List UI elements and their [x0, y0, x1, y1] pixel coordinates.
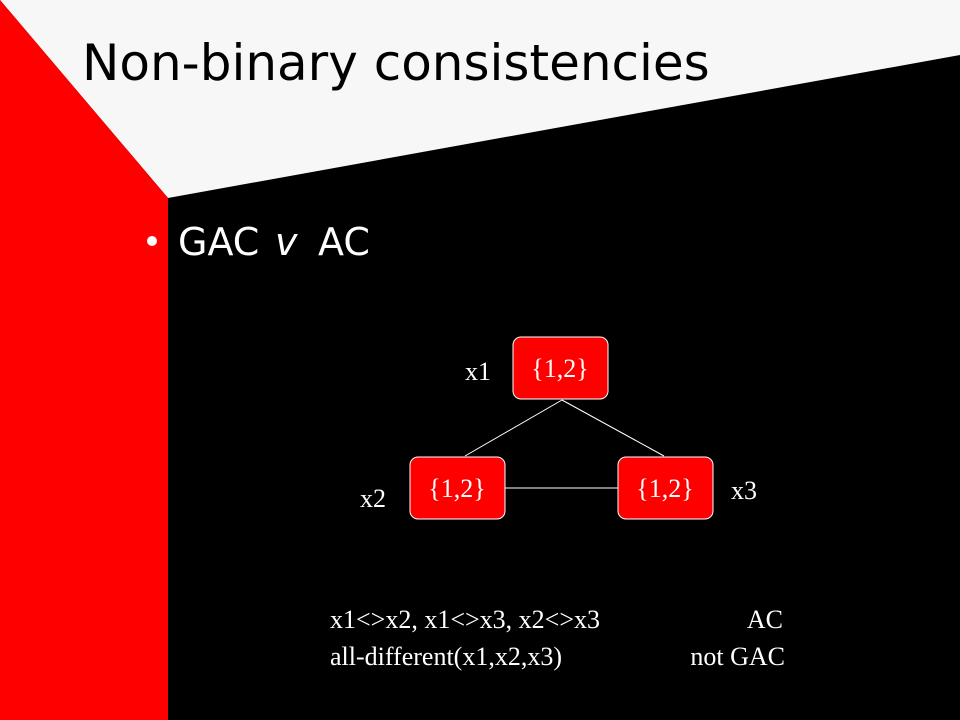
- note-constraint: all-different(x1,x2,x3): [330, 642, 562, 671]
- node-domain: {1,2}: [636, 474, 693, 503]
- node-box: [617, 456, 714, 520]
- node-label: x2: [360, 484, 386, 513]
- node-box: [512, 336, 609, 400]
- note-constraint: x1<>x2, x1<>x3, x2<>x3: [330, 605, 600, 634]
- bullet-right: AC: [318, 220, 370, 264]
- bullet-text: GAC v AC: [178, 220, 370, 264]
- node-domain: {1,2}: [428, 474, 485, 503]
- edge: [561, 399, 665, 457]
- node-domain: {1,2}: [531, 354, 588, 383]
- bullet-symbol: v: [275, 220, 298, 264]
- bullet-dot: [147, 236, 157, 246]
- top-panel: [0, 0, 960, 198]
- note-result: not GAC: [690, 642, 785, 671]
- note-result: AC: [747, 605, 783, 634]
- bullet-left: GAC: [178, 220, 259, 264]
- title: Non-binary consistencies: [82, 34, 710, 92]
- node-label: x1: [465, 357, 491, 386]
- node-box: [409, 456, 506, 520]
- red-panel: [0, 0, 168, 720]
- node-label: x3: [731, 476, 757, 505]
- edge: [464, 399, 563, 457]
